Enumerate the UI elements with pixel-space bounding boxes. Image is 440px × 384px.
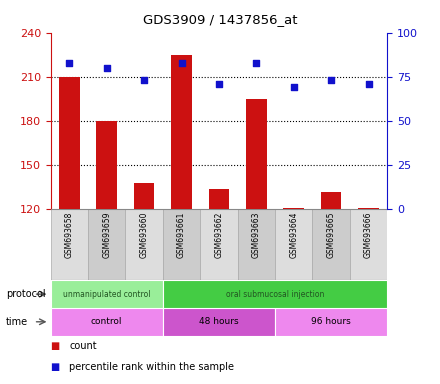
Text: oral submucosal injection: oral submucosal injection <box>226 290 324 299</box>
Text: unmanipulated control: unmanipulated control <box>63 290 150 299</box>
Text: GSM693665: GSM693665 <box>326 212 336 258</box>
Bar <box>171 55 192 209</box>
Text: GSM693662: GSM693662 <box>214 212 224 258</box>
Text: GSM693661: GSM693661 <box>177 212 186 258</box>
Text: ■: ■ <box>51 341 60 351</box>
Text: GSM693658: GSM693658 <box>65 212 74 258</box>
Text: GSM693660: GSM693660 <box>139 212 149 258</box>
Bar <box>88 209 125 280</box>
Text: percentile rank within the sample: percentile rank within the sample <box>69 362 234 372</box>
Bar <box>125 209 163 280</box>
Text: GSM693663: GSM693663 <box>252 212 261 258</box>
Point <box>327 77 335 83</box>
Text: ■: ■ <box>51 362 60 372</box>
Point <box>66 60 73 66</box>
Bar <box>209 189 229 209</box>
Bar <box>275 308 387 336</box>
Text: control: control <box>91 317 122 326</box>
Text: 48 hours: 48 hours <box>199 317 239 326</box>
Point <box>216 81 223 87</box>
Text: time: time <box>6 317 28 327</box>
Bar <box>59 77 80 209</box>
Text: GSM693664: GSM693664 <box>289 212 298 258</box>
Bar <box>312 209 350 280</box>
Text: GSM693659: GSM693659 <box>102 212 111 258</box>
Bar <box>51 308 163 336</box>
Point <box>365 81 372 87</box>
Bar <box>350 209 387 280</box>
Bar <box>283 208 304 209</box>
Bar <box>163 308 275 336</box>
Bar <box>51 209 88 280</box>
Text: GSM693666: GSM693666 <box>364 212 373 258</box>
Bar <box>163 209 200 280</box>
Bar <box>134 183 154 209</box>
Bar <box>321 192 341 209</box>
Point <box>253 60 260 66</box>
Point <box>141 77 148 83</box>
Bar <box>96 121 117 209</box>
Bar <box>51 280 163 308</box>
Point <box>178 60 185 66</box>
Text: count: count <box>69 341 97 351</box>
Bar <box>275 209 312 280</box>
Bar <box>163 280 387 308</box>
Bar <box>238 209 275 280</box>
Bar <box>358 208 379 209</box>
Text: 96 hours: 96 hours <box>311 317 351 326</box>
Bar <box>246 99 267 209</box>
Text: GDS3909 / 1437856_at: GDS3909 / 1437856_at <box>143 13 297 26</box>
Text: protocol: protocol <box>6 289 45 299</box>
Point <box>103 65 110 71</box>
Bar <box>200 209 238 280</box>
Point <box>290 84 297 91</box>
